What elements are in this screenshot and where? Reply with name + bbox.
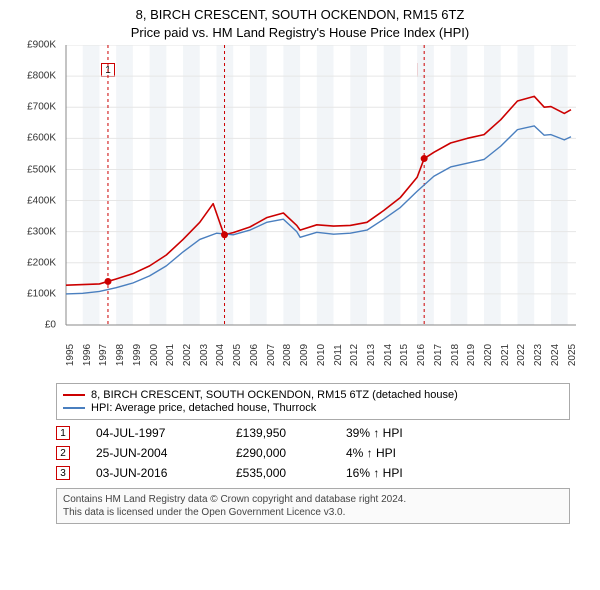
sale-row: 2 25-JUN-2004£290,0004% ↑ HPI bbox=[56, 446, 570, 460]
sale-badge: 3 bbox=[56, 466, 70, 480]
price-chart: 123£0£100K£200K£300K£400K£500K£600K£700K… bbox=[20, 45, 580, 375]
sales-table: 1 04-JUL-1997£139,95039% ↑ HPI 2 25-JUN-200… bbox=[56, 426, 570, 480]
sale-price: £139,950 bbox=[236, 426, 346, 440]
x-tick-label: 2025 bbox=[568, 344, 588, 366]
sale-row: 1 04-JUL-1997£139,95039% ↑ HPI bbox=[56, 426, 570, 440]
footer-note: Contains HM Land Registry data © Crown c… bbox=[56, 488, 570, 524]
legend-label: 8, BIRCH CRESCENT, SOUTH OCKENDON, RM15 … bbox=[91, 389, 458, 401]
sale-date: 25-JUN-2004 bbox=[96, 446, 236, 460]
chart-title: 8, BIRCH CRESCENT, SOUTH OCKENDON, RM15 … bbox=[10, 6, 590, 41]
sale-row: 3 03-JUN-2016£535,00016% ↑ HPI bbox=[56, 466, 570, 480]
footer-line1: Contains HM Land Registry data © Crown c… bbox=[63, 493, 563, 506]
sale-hpi: 39% ↑ HPI bbox=[346, 426, 403, 440]
y-tick-label: £600K bbox=[20, 133, 56, 144]
y-tick-label: £100K bbox=[20, 288, 56, 299]
legend-item: HPI: Average price, detached house, Thur… bbox=[63, 402, 563, 414]
y-tick-label: £800K bbox=[20, 71, 56, 82]
sale-badge: 2 bbox=[56, 446, 70, 460]
sale-date: 03-JUN-2016 bbox=[96, 466, 236, 480]
footer-line2: This data is licensed under the Open Gov… bbox=[63, 506, 563, 519]
legend-swatch bbox=[63, 394, 85, 396]
sale-badge: 1 bbox=[56, 426, 70, 440]
y-tick-label: £400K bbox=[20, 195, 56, 206]
y-tick-label: £0 bbox=[20, 320, 56, 331]
sale-price: £290,000 bbox=[236, 446, 346, 460]
sale-price: £535,000 bbox=[236, 466, 346, 480]
y-tick-label: £900K bbox=[20, 40, 56, 51]
sale-date: 04-JUL-1997 bbox=[96, 426, 236, 440]
title-line2: Price paid vs. HM Land Registry's House … bbox=[10, 24, 590, 42]
y-tick-label: £700K bbox=[20, 102, 56, 113]
sale-hpi: 16% ↑ HPI bbox=[346, 466, 403, 480]
legend-item: 8, BIRCH CRESCENT, SOUTH OCKENDON, RM15 … bbox=[63, 389, 563, 401]
y-tick-label: £200K bbox=[20, 257, 56, 268]
title-line1: 8, BIRCH CRESCENT, SOUTH OCKENDON, RM15 … bbox=[10, 6, 590, 24]
legend-swatch bbox=[63, 407, 85, 409]
y-tick-label: £300K bbox=[20, 226, 56, 237]
sale-hpi: 4% ↑ HPI bbox=[346, 446, 396, 460]
legend: 8, BIRCH CRESCENT, SOUTH OCKENDON, RM15 … bbox=[56, 383, 570, 420]
legend-label: HPI: Average price, detached house, Thur… bbox=[91, 402, 316, 414]
y-tick-label: £500K bbox=[20, 164, 56, 175]
